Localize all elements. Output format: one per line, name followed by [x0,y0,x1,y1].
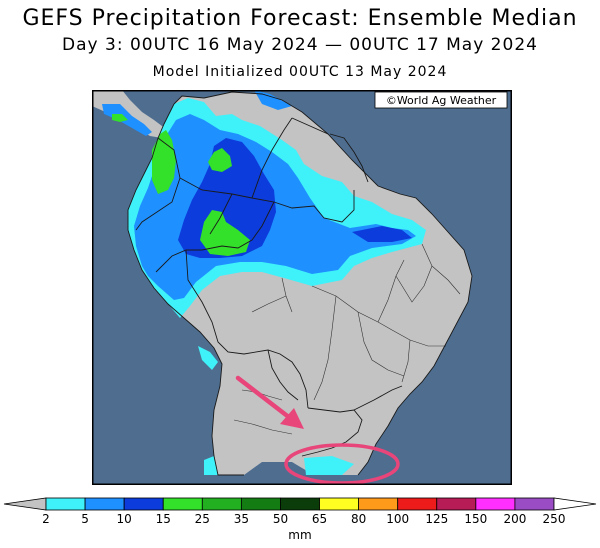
legend-units: mm [288,528,312,542]
chart-title: GEFS Precipitation Forecast: Ensemble Me… [22,6,578,31]
map-frame [92,90,512,485]
legend-tick-label: 50 [273,512,288,526]
legend-tick-label: 65 [312,512,327,526]
legend-tick-label: 15 [156,512,171,526]
legend-segment-35-50 [240,497,281,511]
credit-text: ©World Ag Weather [386,94,497,107]
precipitation-map: ©World Ag Weather [92,90,512,485]
legend-segments [3,497,597,511]
legend-segment-100-125 [397,497,438,511]
legend-tick-label: 10 [117,512,132,526]
credit-box: ©World Ag Weather [374,91,508,109]
legend-segment-65-80 [319,497,360,511]
country-borders [127,91,473,476]
legend-below-triangle [3,497,47,511]
legend-segment-25-35 [201,497,242,511]
legend-segment-125-150 [436,497,477,511]
legend-tick-labels: 2 5 10 15 25 35 50 65 80 100 125 150 200 250 [42,512,565,526]
legend-tick-label: 150 [464,512,487,526]
legend-tick-label: 35 [234,512,249,526]
legend-segment-5-10 [84,497,125,511]
precip-10-15 [178,138,412,258]
model-init-time: Model Initialized 00UTC 13 May 2024 [152,64,448,80]
legend-segment-80-100 [358,497,399,511]
pink-ellipse [284,443,400,485]
legend-above-triangle [553,497,597,511]
legend-tick-label: 25 [195,512,210,526]
legend-segment-50-65 [280,497,320,511]
legend-tick-label: 200 [503,512,526,526]
legend-segment-15-25 [162,497,203,511]
legend-segment-2-5 [45,497,86,511]
legend-tick-label: 250 [543,512,566,526]
legend-tick-label: 100 [386,512,409,526]
legend-segment-10-15 [123,497,164,511]
legend-tick-label: 80 [351,512,366,526]
state-borders [233,243,461,435]
legend-segment-200-250 [514,497,555,511]
legend-tick-label: 125 [425,512,448,526]
legend-segment-150-200 [475,497,516,511]
pink-arrow [235,375,304,429]
legend-tick-label: 5 [81,512,89,526]
forecast-period: Day 3: 00UTC 16 May 2024 — 00UTC 17 May … [62,35,538,55]
precip-15-25 [112,114,250,256]
legend-tick-label: 2 [42,512,50,526]
color-legend: 2 5 10 15 25 35 50 65 80 100 125 150 200 250 [3,497,597,526]
